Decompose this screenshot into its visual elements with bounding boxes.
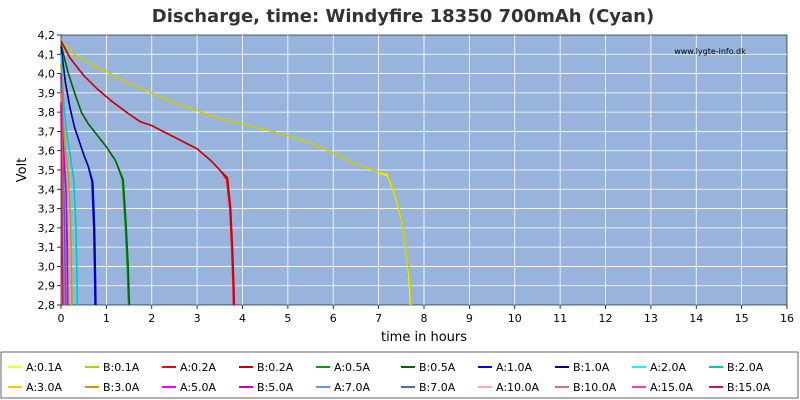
legend-box [0, 351, 799, 399]
x-tick-label: 13 [644, 312, 658, 325]
x-tick-label: 9 [466, 312, 473, 325]
y-axis-label: Volt [15, 158, 30, 183]
legend-label: B:15.0A [727, 381, 771, 394]
y-tick-label: 2,8 [38, 299, 56, 312]
series-line-b-1-0a [60, 46, 97, 306]
legend-item: B:7.0A [401, 381, 456, 394]
x-tick-label: 6 [330, 312, 337, 325]
legend-item: A:3.0A [8, 381, 63, 394]
legend-label: A:2.0A [650, 361, 687, 374]
watermark: www.lygte-info.dk [674, 47, 746, 56]
axes: 0 1 2 3 4 5 6 7 8 9 10 11 12 13 14 15 162,82,93,03,13,23… [38, 29, 795, 325]
y-tick-label: 3,4 [38, 183, 56, 196]
legend-label: A:7.0A [334, 381, 371, 394]
x-tick-label: 15 [735, 312, 749, 325]
legend-item: B:3.0A [85, 381, 140, 394]
chart-title: Discharge, time: Windyfire 18350 700mAh … [152, 6, 654, 27]
x-tick-label: 2 [148, 312, 155, 325]
series-line-b-15-0a [60, 102, 64, 306]
legend-label: B:10.0A [573, 381, 617, 394]
legend-item: B:0.1A [85, 361, 140, 374]
legend-item: A:7.0A [316, 381, 371, 394]
x-tick-label: 16 [780, 312, 794, 325]
legend-item: A:2.0A [632, 361, 687, 374]
legend-label: A:15.0A [650, 381, 694, 394]
series-line-b-0-5a [60, 44, 131, 306]
legend-label: A:1.0A [496, 361, 533, 374]
legend-label: A:0.5A [334, 361, 371, 374]
y-tick-label: 2,9 [38, 280, 56, 293]
y-tick-label: 3,5 [38, 164, 56, 177]
legend-label: A:0.2A [180, 361, 217, 374]
y-tick-label: 3,8 [38, 106, 56, 119]
y-tick-label: 3,2 [38, 222, 56, 235]
x-tick-label: 10 [508, 312, 522, 325]
legend-item: B:0.5A [401, 361, 456, 374]
legend-item: A:0.5A [316, 361, 371, 374]
y-tick-label: 3,7 [38, 125, 56, 138]
legend-label: B:3.0A [103, 381, 140, 394]
x-tick-label: 14 [689, 312, 703, 325]
legend-item: B:0.2A [239, 361, 294, 374]
legend-item: A:5.0A [162, 381, 217, 394]
series-line-b-2-0a [60, 54, 79, 306]
y-tick-label: 3,9 [38, 87, 56, 100]
legend-item: B:1.0A [555, 361, 610, 374]
legend: A:0.1A B:0.1A A:0.2A B:0.2A A:0.5A B:0.5A A:1.… [8, 361, 771, 394]
legend-item: A:0.1A [8, 361, 63, 374]
series-line-b-3-0a [60, 63, 73, 306]
legend-label: A:0.1A [26, 361, 63, 374]
legend-label: A:5.0A [180, 381, 217, 394]
y-tick-label: 3,1 [38, 241, 56, 254]
y-tick-label: 3,3 [38, 203, 56, 216]
legend-item: B:5.0A [239, 381, 294, 394]
legend-label: B:0.5A [419, 361, 456, 374]
legend-label: B:0.1A [103, 361, 140, 374]
x-tick-label: 8 [421, 312, 428, 325]
x-tick-label: 1 [103, 312, 110, 325]
legend-label: B:0.2A [257, 361, 294, 374]
series-line-b-0-1a [60, 40, 413, 306]
legend-item: B:10.0A [555, 381, 617, 394]
x-tick-label: 11 [553, 312, 567, 325]
y-tick-label: 4,2 [38, 29, 56, 42]
y-tick-label: 4,1 [38, 48, 56, 61]
series-layer [60, 40, 413, 306]
legend-item: A:1.0A [478, 361, 533, 374]
x-tick-label: 0 [58, 312, 65, 325]
legend-item: A:0.2A [162, 361, 217, 374]
y-tick-label: 4,0 [38, 68, 56, 81]
legend-label: A:3.0A [26, 381, 63, 394]
x-tick-label: 12 [599, 312, 613, 325]
series-line-b-0-2a [60, 40, 236, 306]
x-axis-label: time in hours [381, 330, 467, 345]
legend-item: A:10.0A [478, 381, 540, 394]
legend-item: B:15.0A [709, 381, 771, 394]
x-tick-label: 7 [375, 312, 382, 325]
x-tick-label: 4 [239, 312, 246, 325]
legend-label: B:7.0A [419, 381, 456, 394]
y-tick-label: 3,0 [38, 260, 56, 273]
y-tick-label: 3,6 [38, 145, 56, 158]
x-tick-label: 3 [194, 312, 201, 325]
legend-item: A:15.0A [632, 381, 694, 394]
legend-label: B:2.0A [727, 361, 764, 374]
legend-item: B:2.0A [709, 361, 764, 374]
x-tick-label: 5 [284, 312, 291, 325]
legend-label: B:5.0A [257, 381, 294, 394]
grid-lines [61, 35, 787, 305]
legend-label: A:10.0A [496, 381, 540, 394]
legend-label: B:1.0A [573, 361, 610, 374]
